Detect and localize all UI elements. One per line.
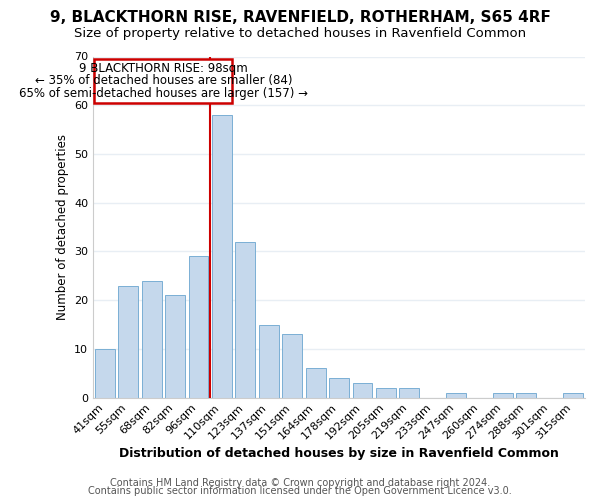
FancyBboxPatch shape [94, 59, 232, 103]
Text: 9 BLACKTHORN RISE: 98sqm: 9 BLACKTHORN RISE: 98sqm [79, 62, 248, 76]
Bar [142, 280, 161, 398]
Text: ← 35% of detached houses are smaller (84): ← 35% of detached houses are smaller (84… [35, 74, 292, 86]
Bar [563, 392, 583, 398]
Bar [305, 368, 326, 398]
X-axis label: Distribution of detached houses by size in Ravenfield Common: Distribution of detached houses by size … [119, 447, 559, 460]
Bar [329, 378, 349, 398]
Bar [212, 115, 232, 398]
Bar [517, 392, 536, 398]
Y-axis label: Number of detached properties: Number of detached properties [56, 134, 68, 320]
Bar [282, 334, 302, 398]
Bar [353, 383, 373, 398]
Bar [95, 349, 115, 398]
Bar [446, 392, 466, 398]
Text: Size of property relative to detached houses in Ravenfield Common: Size of property relative to detached ho… [74, 28, 526, 40]
Text: 9, BLACKTHORN RISE, RAVENFIELD, ROTHERHAM, S65 4RF: 9, BLACKTHORN RISE, RAVENFIELD, ROTHERHA… [50, 10, 550, 25]
Bar [400, 388, 419, 398]
Text: 65% of semi-detached houses are larger (157) →: 65% of semi-detached houses are larger (… [19, 86, 308, 100]
Bar [165, 296, 185, 398]
Bar [235, 242, 255, 398]
Bar [493, 392, 513, 398]
Text: Contains HM Land Registry data © Crown copyright and database right 2024.: Contains HM Land Registry data © Crown c… [110, 478, 490, 488]
Bar [376, 388, 396, 398]
Bar [188, 256, 208, 398]
Text: Contains public sector information licensed under the Open Government Licence v3: Contains public sector information licen… [88, 486, 512, 496]
Bar [118, 286, 138, 398]
Bar [259, 324, 279, 398]
